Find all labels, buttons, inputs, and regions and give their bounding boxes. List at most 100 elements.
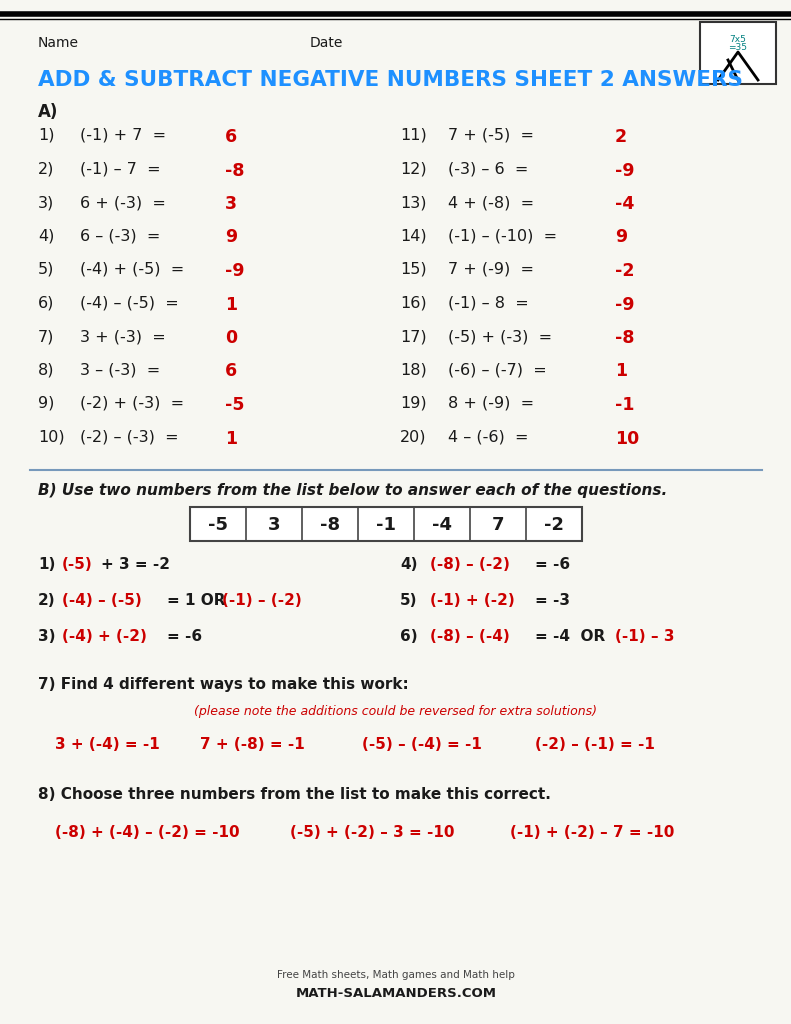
Text: 4 + (-8)  =: 4 + (-8) = <box>448 195 539 210</box>
Text: (-3) – 6  =: (-3) – 6 = <box>448 162 533 176</box>
Text: 6): 6) <box>38 296 55 310</box>
Text: -9: -9 <box>225 262 244 280</box>
Text: Name: Name <box>38 36 79 50</box>
Text: = 1 OR: = 1 OR <box>167 593 225 608</box>
Text: 0: 0 <box>225 329 237 347</box>
Text: 14): 14) <box>400 228 426 244</box>
Text: 1): 1) <box>38 557 55 572</box>
Text: 13): 13) <box>400 195 426 210</box>
Text: 3): 3) <box>38 195 55 210</box>
Text: 4): 4) <box>38 228 55 244</box>
Text: (-1) – 8  =: (-1) – 8 = <box>448 296 534 310</box>
Text: 19): 19) <box>400 396 426 411</box>
Text: 2: 2 <box>615 128 627 146</box>
Text: 3: 3 <box>267 516 280 534</box>
Text: = -6: = -6 <box>535 557 570 572</box>
Text: 7 + (-5)  =: 7 + (-5) = <box>448 128 539 143</box>
Text: = -4  OR: = -4 OR <box>535 629 605 644</box>
Text: 18): 18) <box>400 362 427 378</box>
Text: ADD & SUBTRACT NEGATIVE NUMBERS SHEET 2 ANSWERS: ADD & SUBTRACT NEGATIVE NUMBERS SHEET 2 … <box>38 70 743 90</box>
Text: + 3 = -2: + 3 = -2 <box>101 557 170 572</box>
Text: (-1) + (-2): (-1) + (-2) <box>430 593 515 608</box>
Text: (-2) – (-1) = -1: (-2) – (-1) = -1 <box>535 737 655 752</box>
Text: 11): 11) <box>400 128 427 143</box>
Text: 7): 7) <box>38 329 55 344</box>
Text: (-1) – 7  =: (-1) – 7 = <box>80 162 166 176</box>
Text: 7) Find 4 different ways to make this work:: 7) Find 4 different ways to make this wo… <box>38 677 409 692</box>
Text: 17): 17) <box>400 329 426 344</box>
Text: 20): 20) <box>400 429 426 444</box>
Text: = -3: = -3 <box>535 593 570 608</box>
Text: 4 – (-6)  =: 4 – (-6) = <box>448 429 534 444</box>
Text: 6 – (-3)  =: 6 – (-3) = <box>80 228 165 244</box>
Text: (-4) – (-5)  =: (-4) – (-5) = <box>80 296 184 310</box>
Text: -5: -5 <box>208 516 228 534</box>
Text: (-5): (-5) <box>62 557 93 572</box>
Text: (-8) + (-4) – (-2) = -10: (-8) + (-4) – (-2) = -10 <box>55 825 240 840</box>
Text: 8 + (-9)  =: 8 + (-9) = <box>448 396 539 411</box>
Text: 2): 2) <box>38 593 55 608</box>
Text: 10: 10 <box>615 429 639 447</box>
Text: 12): 12) <box>400 162 426 176</box>
Text: 9: 9 <box>615 228 627 247</box>
Bar <box>700 22 776 84</box>
Text: -8: -8 <box>225 162 244 179</box>
Text: 1: 1 <box>615 362 627 381</box>
Text: 8) Choose three numbers from the list to make this correct.: 8) Choose three numbers from the list to… <box>38 787 551 802</box>
Text: -9: -9 <box>615 296 634 313</box>
Text: 3): 3) <box>38 629 55 644</box>
Text: 3: 3 <box>225 195 237 213</box>
Text: (-6) – (-7)  =: (-6) – (-7) = <box>448 362 552 378</box>
Text: 9): 9) <box>38 396 55 411</box>
Text: 7 + (-9)  =: 7 + (-9) = <box>448 262 539 278</box>
Text: =35: =35 <box>729 43 747 52</box>
Text: (-5) – (-4) = -1: (-5) – (-4) = -1 <box>362 737 482 752</box>
Text: (-8) – (-4): (-8) – (-4) <box>430 629 509 644</box>
Text: 7 + (-8) = -1: 7 + (-8) = -1 <box>200 737 305 752</box>
Text: 9: 9 <box>225 228 237 247</box>
Text: 5): 5) <box>38 262 55 278</box>
Text: 6): 6) <box>400 629 418 644</box>
Text: -9: -9 <box>615 162 634 179</box>
Text: -4: -4 <box>432 516 452 534</box>
Text: 10): 10) <box>38 429 65 444</box>
Text: -5: -5 <box>225 396 244 414</box>
Text: (-8) – (-2): (-8) – (-2) <box>430 557 510 572</box>
Text: -8: -8 <box>615 329 634 347</box>
Text: (-4) + (-5)  =: (-4) + (-5) = <box>80 262 189 278</box>
Text: (-1) – (-2): (-1) – (-2) <box>222 593 301 608</box>
Text: 1: 1 <box>225 296 237 313</box>
Text: (-2) – (-3)  =: (-2) – (-3) = <box>80 429 184 444</box>
Text: 7x5: 7x5 <box>729 35 747 44</box>
Text: -4: -4 <box>615 195 634 213</box>
Text: 1: 1 <box>225 429 237 447</box>
Text: 3 + (-4) = -1: 3 + (-4) = -1 <box>55 737 160 752</box>
Text: -1: -1 <box>376 516 396 534</box>
Text: = -6: = -6 <box>167 629 202 644</box>
Text: MATH-SALAMANDERS.COM: MATH-SALAMANDERS.COM <box>296 987 497 1000</box>
Bar <box>190 507 582 541</box>
Text: (-1) + 7  =: (-1) + 7 = <box>80 128 171 143</box>
Text: 16): 16) <box>400 296 426 310</box>
Text: (-1) – (-10)  =: (-1) – (-10) = <box>448 228 562 244</box>
Text: 6 + (-3)  =: 6 + (-3) = <box>80 195 171 210</box>
Text: 2): 2) <box>38 162 55 176</box>
Text: 3 + (-3)  =: 3 + (-3) = <box>80 329 171 344</box>
Text: 1): 1) <box>38 128 55 143</box>
Text: -1: -1 <box>615 396 634 414</box>
Text: (-4) + (-2): (-4) + (-2) <box>62 629 147 644</box>
Text: (-5) + (-2) – 3 = -10: (-5) + (-2) – 3 = -10 <box>290 825 455 840</box>
Text: Date: Date <box>310 36 343 50</box>
Text: 3 – (-3)  =: 3 – (-3) = <box>80 362 165 378</box>
Text: (please note the additions could be reversed for extra solutions): (please note the additions could be reve… <box>195 705 597 718</box>
Text: (-4) – (-5): (-4) – (-5) <box>62 593 142 608</box>
Text: (-1) – 3: (-1) – 3 <box>615 629 675 644</box>
Text: 7: 7 <box>492 516 504 534</box>
Text: -2: -2 <box>544 516 564 534</box>
Text: 6: 6 <box>225 128 237 146</box>
Text: 6: 6 <box>225 362 237 381</box>
Text: A): A) <box>38 103 59 121</box>
Text: (-2) + (-3)  =: (-2) + (-3) = <box>80 396 189 411</box>
Text: Free Math sheets, Math games and Math help: Free Math sheets, Math games and Math he… <box>277 970 515 980</box>
Text: -2: -2 <box>615 262 634 280</box>
